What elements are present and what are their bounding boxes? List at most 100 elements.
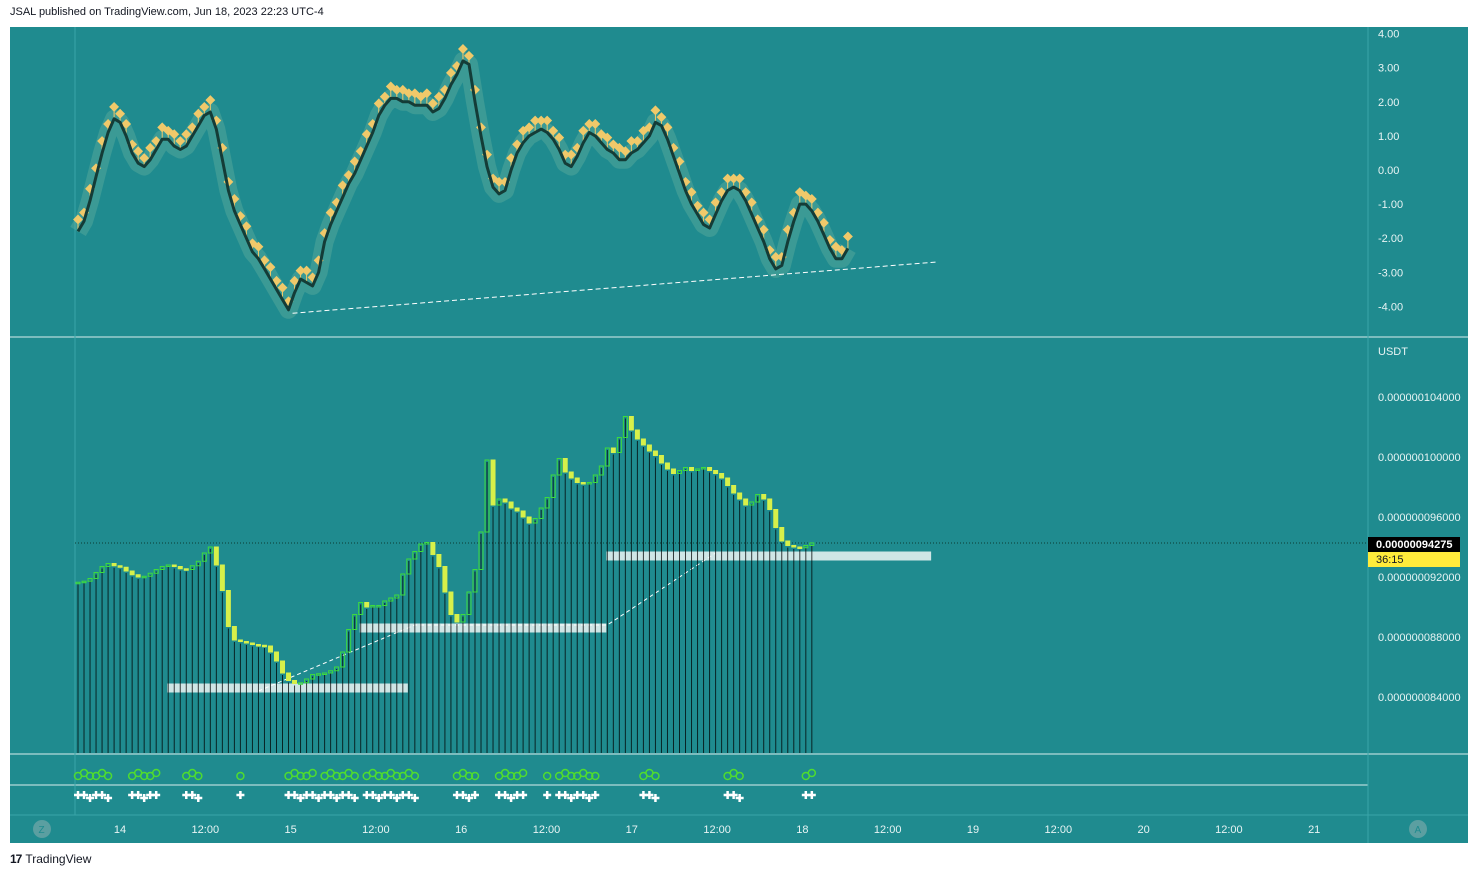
price-candle[interactable]	[592, 474, 598, 483]
price-candle[interactable]	[261, 644, 267, 648]
price-candle[interactable]	[406, 558, 412, 575]
oscillator-line[interactable]	[76, 59, 850, 312]
price-candle[interactable]	[165, 564, 171, 567]
price-candle[interactable]	[658, 455, 664, 464]
price-candle[interactable]	[580, 482, 586, 485]
price-candle[interactable]	[616, 437, 622, 453]
auto-scale-button[interactable]	[1409, 820, 1427, 838]
price-candle[interactable]	[430, 542, 436, 555]
price-candle[interactable]	[376, 605, 382, 608]
price-candle[interactable]	[478, 531, 484, 570]
price-candle[interactable]	[502, 498, 508, 503]
time-axis-label[interactable]: 12:00	[703, 824, 731, 836]
price-candle[interactable]	[743, 498, 749, 506]
time-axis-label[interactable]: 20	[1137, 824, 1149, 836]
price-candle[interactable]	[267, 645, 273, 653]
price-candle[interactable]	[466, 591, 472, 615]
price-candle[interactable]	[105, 563, 111, 567]
price-candle[interactable]	[520, 510, 526, 518]
price-candle[interactable]	[683, 467, 689, 471]
time-axis-label[interactable]: 19	[967, 824, 979, 836]
price-candle[interactable]	[725, 477, 731, 486]
price-candle[interactable]	[412, 551, 418, 560]
price-candle[interactable]	[382, 600, 388, 606]
price-candle[interactable]	[472, 569, 478, 593]
price-candle[interactable]	[135, 574, 141, 578]
price-candle[interactable]	[364, 602, 370, 608]
oscillator-pane[interactable]	[70, 43, 937, 319]
price-candle[interactable]	[81, 580, 87, 584]
price-candle[interactable]	[556, 458, 562, 476]
time-axis[interactable]: 14 12:00 15 12:00 16 12:00 17 12:00 18 12:00 19 12:…	[114, 824, 1320, 836]
price-candle[interactable]	[207, 546, 213, 554]
time-axis-label[interactable]: 12:00	[362, 824, 390, 836]
time-axis-label[interactable]: 15	[284, 824, 296, 836]
price-candle[interactable]	[785, 540, 791, 546]
price-candle[interactable]	[171, 564, 177, 567]
time-axis-label[interactable]: 12:00	[1045, 824, 1073, 836]
price-candle[interactable]	[779, 527, 785, 542]
price-candle[interactable]	[304, 678, 310, 684]
price-candle[interactable]	[340, 651, 346, 668]
price-candle[interactable]	[719, 473, 725, 479]
price-candle[interactable]	[689, 467, 695, 471]
time-axis-label[interactable]: 16	[455, 824, 467, 836]
time-axis-label[interactable]: 12:00	[1215, 824, 1243, 836]
price-pane[interactable]	[75, 416, 1368, 754]
price-candle[interactable]	[628, 416, 634, 431]
price-candle[interactable]	[352, 614, 358, 630]
price-candle[interactable]	[526, 516, 532, 524]
footer-brand[interactable]: TradingView	[25, 852, 92, 866]
price-candle[interactable]	[93, 572, 99, 579]
price-candle[interactable]	[707, 467, 713, 471]
price-candle[interactable]	[424, 542, 430, 545]
price-candle[interactable]	[737, 492, 743, 500]
price-candle[interactable]	[586, 482, 592, 485]
price-candle[interactable]	[346, 629, 352, 653]
price-candle[interactable]	[538, 507, 544, 519]
price-candle[interactable]	[701, 467, 707, 470]
price-candle[interactable]	[147, 572, 153, 577]
price-candle[interactable]	[544, 497, 550, 509]
price-candle[interactable]	[713, 470, 719, 474]
price-candle[interactable]	[695, 468, 701, 471]
price-candle[interactable]	[286, 672, 292, 681]
price-candle[interactable]	[129, 570, 135, 576]
price-candle[interactable]	[508, 501, 514, 509]
time-axis-label[interactable]: 12:00	[533, 824, 561, 836]
price-candle[interactable]	[75, 581, 81, 585]
price-candle[interactable]	[484, 459, 490, 533]
price-candle[interactable]	[292, 680, 298, 684]
price-candle[interactable]	[731, 485, 737, 494]
price-candle[interactable]	[622, 416, 628, 438]
price-candle[interactable]	[394, 594, 400, 599]
time-axis-label[interactable]: 17	[626, 824, 638, 836]
price-candle[interactable]	[749, 501, 755, 506]
price-candle[interactable]	[243, 641, 249, 644]
price-candle[interactable]	[213, 546, 219, 566]
price-candle[interactable]	[442, 566, 448, 593]
price-candle[interactable]	[328, 670, 334, 674]
price-candle[interactable]	[550, 474, 556, 498]
time-axis-label[interactable]: 14	[114, 824, 126, 836]
price-candle[interactable]	[298, 682, 304, 685]
price-candle[interactable]	[791, 545, 797, 548]
chart-frame[interactable]: 4.00 3.00 2.00 1.00 0.00 -1.00 -2.00 -3.00 -4.00…	[10, 27, 1468, 843]
price-candle[interactable]	[809, 542, 815, 547]
price-candle[interactable]	[418, 543, 424, 552]
price-candle[interactable]	[773, 509, 779, 528]
price-candle[interactable]	[677, 470, 682, 474]
level-box[interactable]	[167, 683, 408, 693]
level-box[interactable]	[606, 551, 932, 561]
price-candle[interactable]	[153, 569, 159, 574]
price-candle[interactable]	[255, 644, 261, 647]
price-candle[interactable]	[99, 566, 105, 573]
chart-canvas[interactable]: 4.00 3.00 2.00 1.00 0.00 -1.00 -2.00 -3.00 -4.00…	[10, 27, 1468, 843]
price-candle[interactable]	[280, 660, 286, 674]
price-candle[interactable]	[761, 494, 767, 500]
price-candle[interactable]	[231, 626, 237, 641]
price-candle[interactable]	[803, 545, 809, 549]
price-candle[interactable]	[249, 642, 255, 645]
price-candle[interactable]	[322, 672, 328, 675]
price-candle[interactable]	[797, 546, 803, 549]
